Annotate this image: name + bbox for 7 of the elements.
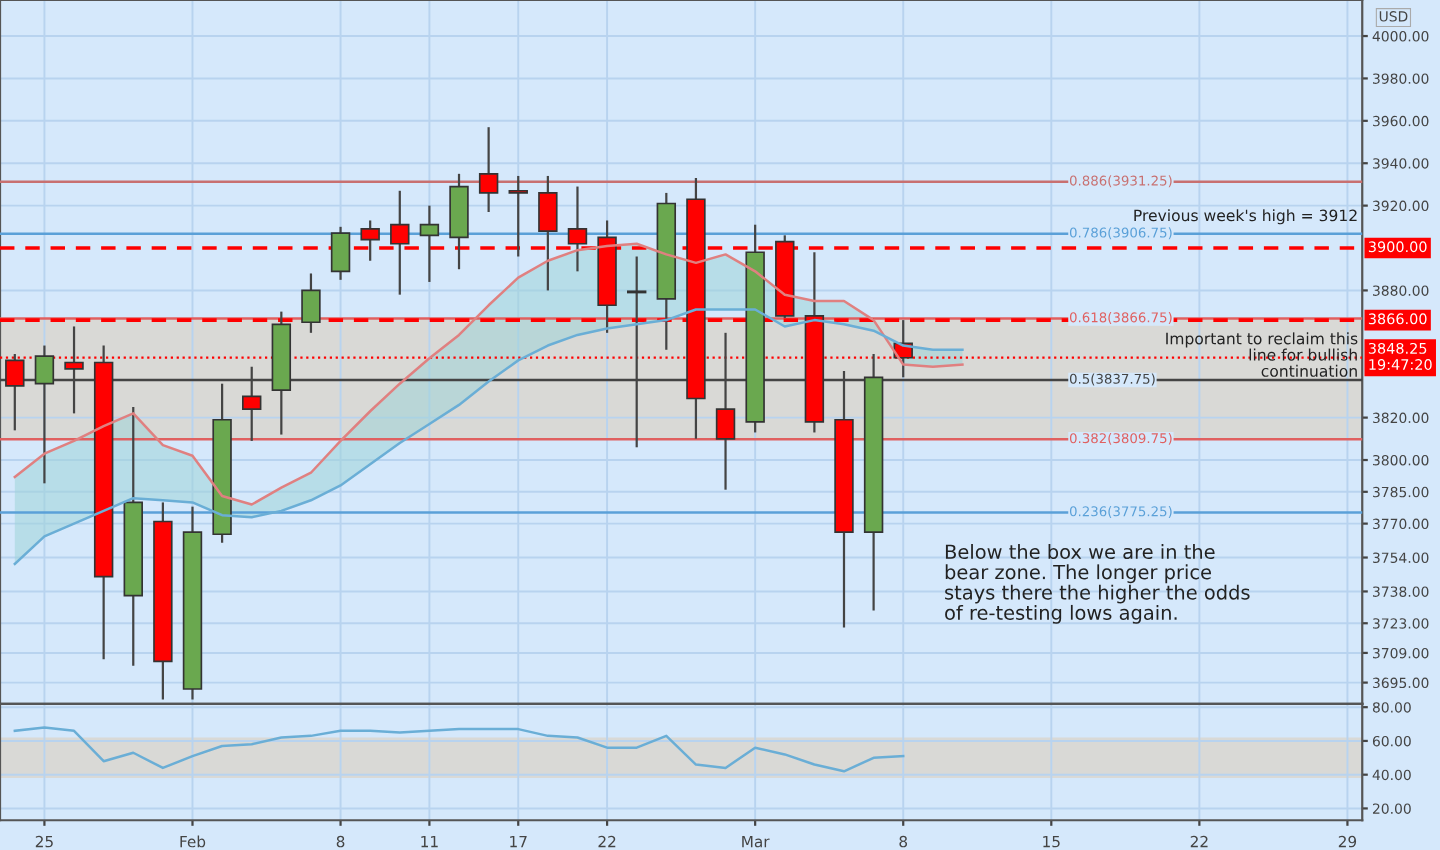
candlestick [419, 204, 440, 284]
annotation: Below the box we are in the bear zone. The longer price stays there the higher the odds of re-testing lows again. [945, 544, 1250, 624]
line-series [13, 726, 905, 773]
candlestick [330, 225, 351, 281]
candlestick [301, 272, 321, 334]
candlestick [478, 126, 499, 214]
line-series [13, 242, 964, 506]
